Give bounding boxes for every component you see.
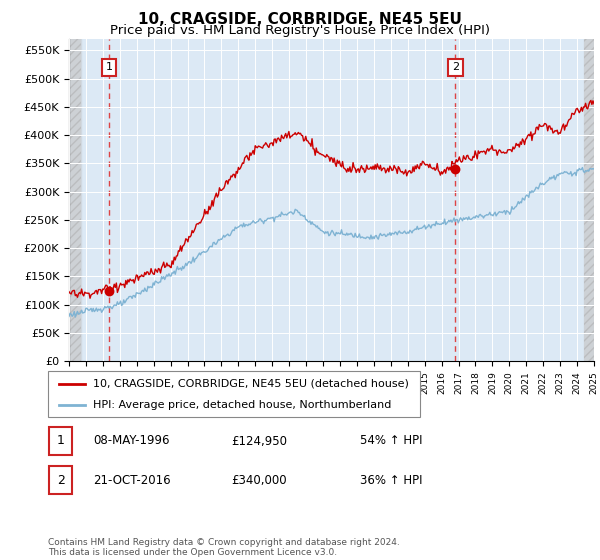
Text: 2: 2 xyxy=(56,474,65,487)
Text: 21-OCT-2016: 21-OCT-2016 xyxy=(93,474,170,487)
Text: 1: 1 xyxy=(106,63,112,72)
FancyBboxPatch shape xyxy=(49,466,72,494)
Bar xyxy=(69,39,81,361)
FancyBboxPatch shape xyxy=(49,427,72,455)
Text: 2: 2 xyxy=(452,63,459,72)
Text: 10, CRAGSIDE, CORBRIDGE, NE45 5EU (detached house): 10, CRAGSIDE, CORBRIDGE, NE45 5EU (detac… xyxy=(92,379,409,389)
Text: £124,950: £124,950 xyxy=(231,435,287,447)
Text: Contains HM Land Registry data © Crown copyright and database right 2024.
This d: Contains HM Land Registry data © Crown c… xyxy=(48,538,400,557)
Bar xyxy=(584,39,594,361)
Text: 36% ↑ HPI: 36% ↑ HPI xyxy=(360,474,422,487)
Point xyxy=(451,165,460,174)
Text: 1: 1 xyxy=(56,435,65,447)
Text: 10, CRAGSIDE, CORBRIDGE, NE45 5EU: 10, CRAGSIDE, CORBRIDGE, NE45 5EU xyxy=(138,12,462,27)
Point xyxy=(104,286,114,295)
Text: 54% ↑ HPI: 54% ↑ HPI xyxy=(360,435,422,447)
FancyBboxPatch shape xyxy=(48,371,420,417)
Text: Price paid vs. HM Land Registry's House Price Index (HPI): Price paid vs. HM Land Registry's House … xyxy=(110,24,490,36)
Text: 08-MAY-1996: 08-MAY-1996 xyxy=(93,435,170,447)
Text: £340,000: £340,000 xyxy=(231,474,287,487)
Text: HPI: Average price, detached house, Northumberland: HPI: Average price, detached house, Nort… xyxy=(92,400,391,410)
